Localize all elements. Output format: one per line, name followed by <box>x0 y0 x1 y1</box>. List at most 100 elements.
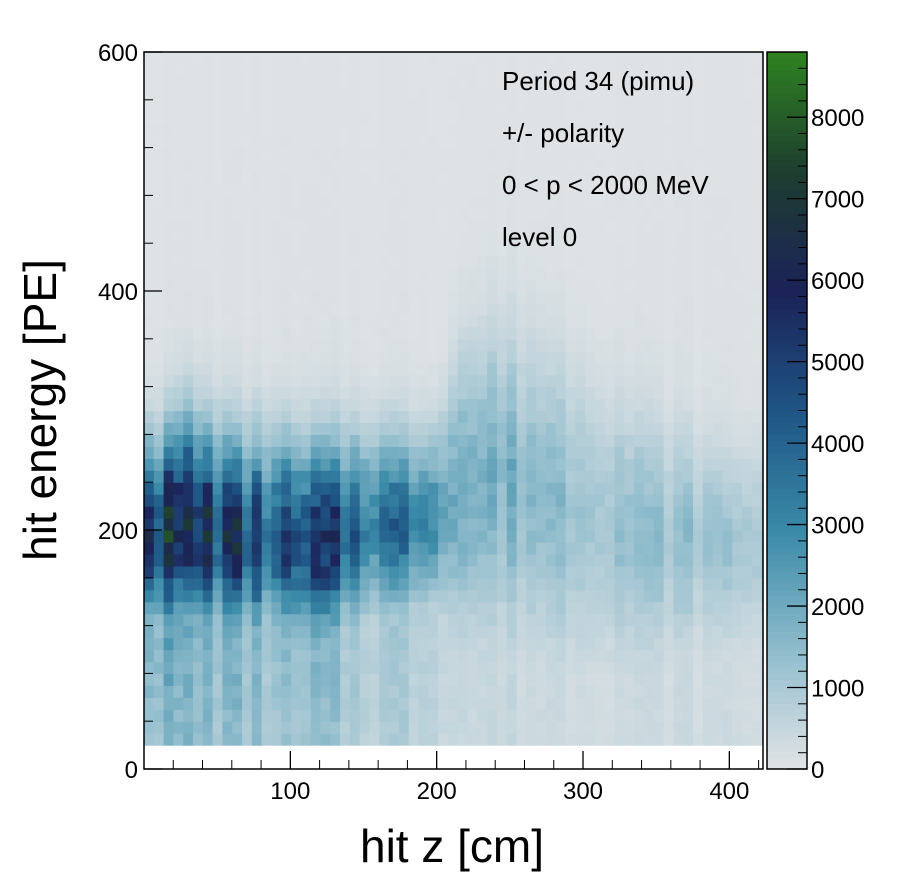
heatmap-cell <box>693 314 704 328</box>
heatmap-cell <box>634 398 645 412</box>
heatmap-cell <box>428 685 439 698</box>
heatmap-cell <box>722 147 733 161</box>
heatmap-cell <box>271 494 282 507</box>
heatmap-cell <box>300 470 312 483</box>
heatmap-cell <box>565 207 576 220</box>
heatmap-cell <box>163 231 175 244</box>
heatmap-cell <box>349 135 361 149</box>
heatmap-cell <box>153 291 165 304</box>
heatmap-cell <box>281 577 292 591</box>
heatmap-cell <box>683 721 694 734</box>
heatmap-cell <box>428 518 439 531</box>
heatmap-cell <box>565 446 576 459</box>
heatmap-cell <box>496 350 508 364</box>
heatmap-cell <box>751 195 763 208</box>
heatmap-cell <box>428 446 439 459</box>
heatmap-cell <box>379 673 390 686</box>
heatmap-cell <box>242 613 253 627</box>
heatmap-cell <box>526 565 537 579</box>
heatmap-cell <box>251 541 263 555</box>
heatmap-cell <box>310 637 322 651</box>
heatmap-cell <box>379 75 390 89</box>
heatmap-cell <box>428 362 439 376</box>
heatmap-cell <box>565 135 576 149</box>
heatmap-cell <box>516 553 527 567</box>
heatmap-cell <box>193 565 204 579</box>
heatmap-cell <box>653 721 665 734</box>
heatmap-cell <box>702 171 714 185</box>
heatmap-cell <box>614 350 626 364</box>
heatmap-cell <box>153 553 165 567</box>
colorbar-segment <box>767 673 807 680</box>
heatmap-cell <box>310 721 322 734</box>
heatmap-cell <box>163 147 175 161</box>
heatmap-cell <box>555 649 567 663</box>
heatmap-cell <box>193 422 204 435</box>
heatmap-cell <box>467 123 478 137</box>
heatmap-cell <box>379 637 390 651</box>
heatmap-cell <box>634 541 645 555</box>
heatmap-cell <box>310 601 322 615</box>
heatmap-cell <box>193 291 204 304</box>
heatmap-cell <box>212 410 224 424</box>
heatmap-cell <box>565 482 576 495</box>
heatmap-cell <box>418 111 429 125</box>
heatmap-cell <box>242 410 253 424</box>
heatmap-cell <box>438 530 449 543</box>
heatmap-cell <box>438 733 449 746</box>
heatmap-cell <box>722 649 733 663</box>
heatmap-cell <box>614 171 626 185</box>
heatmap-cell <box>712 589 724 603</box>
heatmap-cell <box>595 171 606 185</box>
heatmap-cell <box>291 601 302 615</box>
heatmap-cell <box>487 613 498 627</box>
heatmap-cell <box>163 314 175 328</box>
heatmap-cell <box>457 87 469 101</box>
heatmap-cell <box>183 589 194 603</box>
heatmap-cell <box>379 207 390 220</box>
heatmap-cell <box>555 709 567 722</box>
heatmap-cell <box>536 243 547 256</box>
heatmap-cell <box>536 231 547 244</box>
heatmap-cell <box>251 577 263 591</box>
heatmap-cell <box>232 589 243 603</box>
heatmap-cell <box>751 63 763 77</box>
heatmap-cell <box>222 195 233 208</box>
heatmap-cell <box>496 87 508 101</box>
heatmap-cell <box>261 302 273 316</box>
heatmap-cell <box>496 721 508 734</box>
heatmap-cell <box>565 589 576 603</box>
heatmap-cell <box>644 661 655 674</box>
heatmap-cell <box>644 111 655 125</box>
colorbar-segment <box>767 255 807 262</box>
heatmap-cell <box>330 625 341 639</box>
heatmap-cell <box>349 697 361 710</box>
heatmap-cell <box>428 733 439 746</box>
heatmap-cell <box>585 171 596 185</box>
heatmap-cell <box>663 649 675 663</box>
heatmap-cell <box>545 553 557 567</box>
heatmap-cell <box>663 577 675 591</box>
heatmap-cell <box>173 279 184 292</box>
heatmap-cell <box>320 434 331 447</box>
heatmap-cell <box>575 207 586 220</box>
heatmap-cell <box>173 135 184 149</box>
heatmap-cell <box>389 52 400 65</box>
heatmap-cell <box>202 87 214 101</box>
heatmap-cell <box>212 577 224 591</box>
heatmap-cell <box>281 159 292 173</box>
heatmap-cell <box>575 601 586 615</box>
heatmap-cell <box>545 661 557 674</box>
colorbar-segment <box>767 302 807 310</box>
heatmap-cell <box>722 661 733 674</box>
heatmap-cell <box>565 87 576 101</box>
heatmap-cell <box>261 75 273 89</box>
heatmap-cell <box>438 685 449 698</box>
heatmap-cell <box>595 123 606 137</box>
heatmap-cell <box>202 553 214 567</box>
heatmap-cell <box>555 398 567 412</box>
heatmap-cell <box>506 709 518 722</box>
heatmap-cell <box>555 661 567 674</box>
heatmap-cell <box>330 279 341 292</box>
heatmap-cell <box>624 386 635 400</box>
